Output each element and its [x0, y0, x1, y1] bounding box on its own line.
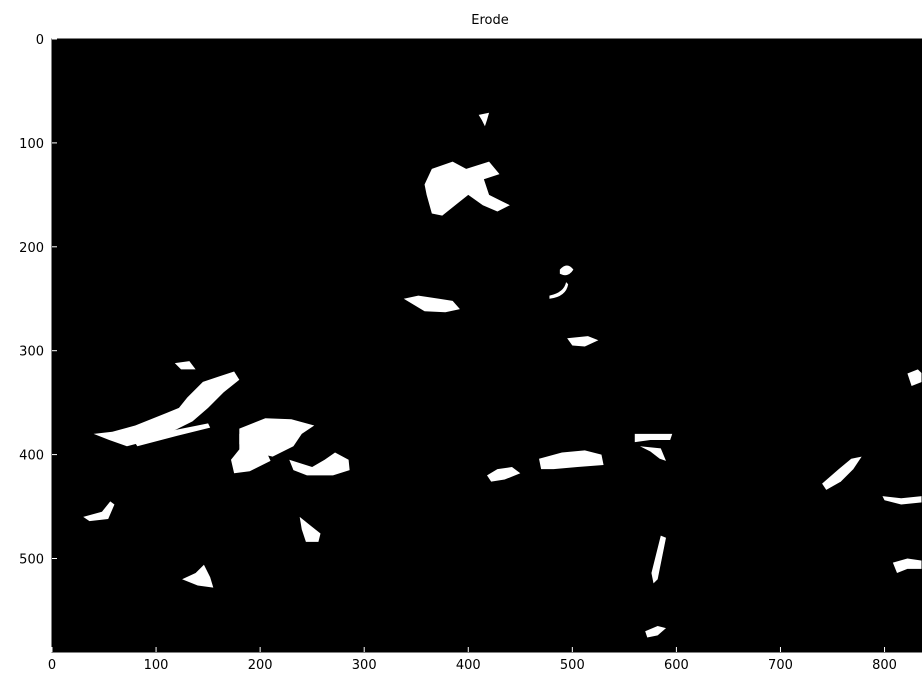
- chart: Erode 0 100 200 300 400 500 600 700 800 0 100 200 30…: [0, 0, 922, 675]
- x-tick-label: 0: [48, 658, 56, 673]
- y-tick-label: 300: [19, 345, 44, 360]
- x-tick-label: 300: [352, 658, 377, 673]
- x-tick-label: 500: [560, 658, 585, 673]
- y-tick-label: 200: [19, 241, 44, 256]
- x-tick-label: 700: [768, 658, 793, 673]
- chart-title: Erode: [471, 13, 508, 28]
- x-tick-label: 100: [144, 658, 169, 673]
- y-tick-label: 500: [19, 552, 44, 567]
- y-tick-label: 0: [36, 33, 44, 48]
- x-tick-label: 200: [248, 658, 273, 673]
- x-tick-label: 800: [872, 658, 897, 673]
- y-tick-label: 100: [19, 137, 44, 152]
- x-tick-label: 400: [456, 658, 481, 673]
- y-tick-label: 400: [19, 449, 44, 464]
- image-background: [52, 39, 922, 652]
- x-tick-label: 600: [664, 658, 689, 673]
